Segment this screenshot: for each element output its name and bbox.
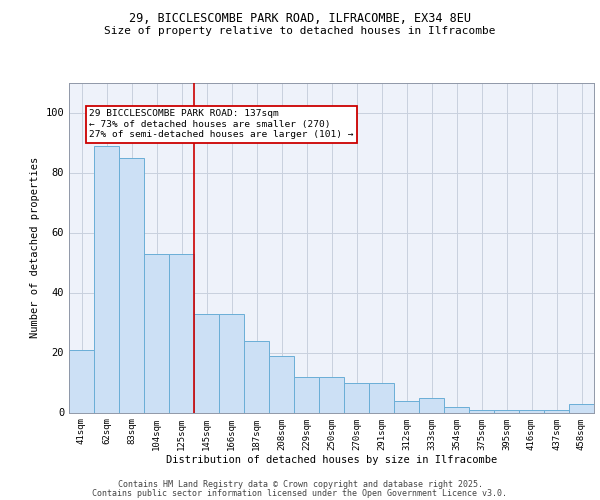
Bar	[494, 410, 519, 412]
Bar	[469, 410, 494, 412]
Bar	[344, 382, 369, 412]
Text: 29, BICCLESCOMBE PARK ROAD, ILFRACOMBE, EX34 8EU: 29, BICCLESCOMBE PARK ROAD, ILFRACOMBE, …	[129, 12, 471, 26]
Bar	[94, 146, 119, 412]
Text: 29 BICCLESCOMBE PARK ROAD: 137sqm
← 73% of detached houses are smaller (270)
27%: 29 BICCLESCOMBE PARK ROAD: 137sqm ← 73% …	[89, 110, 353, 140]
Text: Contains public sector information licensed under the Open Government Licence v3: Contains public sector information licen…	[92, 489, 508, 498]
Bar	[319, 376, 344, 412]
X-axis label: Distribution of detached houses by size in Ilfracombe: Distribution of detached houses by size …	[166, 455, 497, 465]
Bar	[394, 400, 419, 412]
Bar	[144, 254, 169, 412]
Bar	[244, 340, 269, 412]
Bar	[119, 158, 144, 412]
Bar	[369, 382, 394, 412]
Bar	[519, 410, 544, 412]
Bar	[269, 356, 294, 412]
Bar	[569, 404, 594, 412]
Text: Size of property relative to detached houses in Ilfracombe: Size of property relative to detached ho…	[104, 26, 496, 36]
Bar	[294, 376, 319, 412]
Text: Contains HM Land Registry data © Crown copyright and database right 2025.: Contains HM Land Registry data © Crown c…	[118, 480, 482, 489]
Bar	[69, 350, 94, 412]
Y-axis label: Number of detached properties: Number of detached properties	[30, 157, 40, 338]
Bar	[444, 406, 469, 412]
Bar	[419, 398, 444, 412]
Bar	[544, 410, 569, 412]
Bar	[194, 314, 219, 412]
Bar	[219, 314, 244, 412]
Bar	[169, 254, 194, 412]
